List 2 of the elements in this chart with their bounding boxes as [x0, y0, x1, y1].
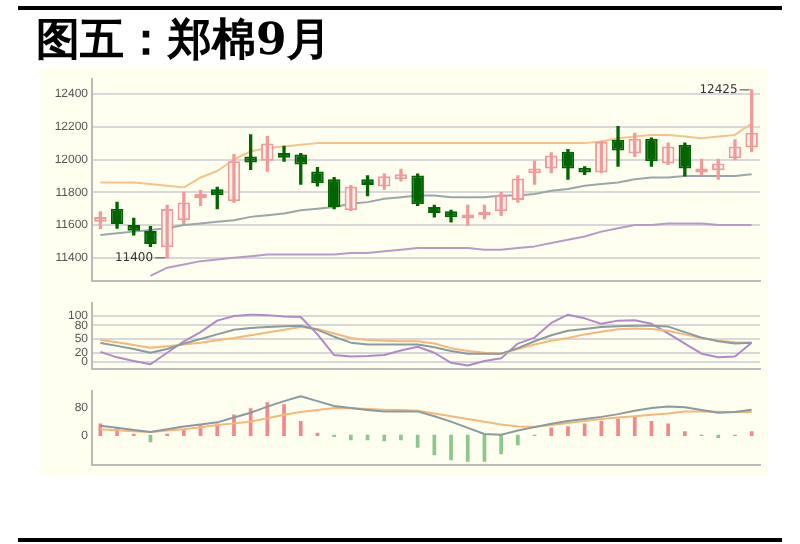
candlestick [461, 204, 475, 226]
chart-title: 图五：郑棉9月 [36, 12, 331, 70]
